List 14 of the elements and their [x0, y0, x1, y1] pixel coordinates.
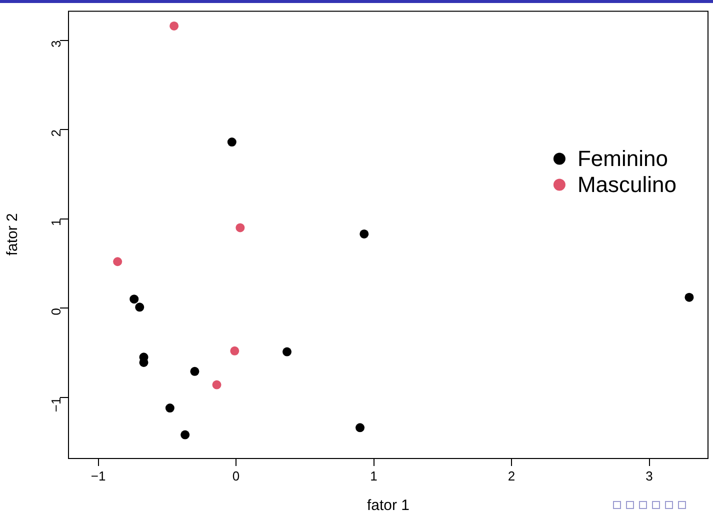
legend-label: Feminino	[577, 146, 668, 171]
legend-label: Masculino	[577, 172, 677, 197]
x-tick-label: −1	[90, 468, 106, 484]
x-tick-label: 3	[646, 468, 653, 484]
y-axis-title: fator 2	[4, 213, 22, 256]
y-tick-label: −1	[48, 397, 64, 412]
y-tick-label: 2	[48, 130, 64, 137]
x-tick-label: 1	[370, 468, 378, 484]
x-tick-label: 2	[508, 468, 516, 484]
y-tick-label: 3	[48, 40, 64, 48]
y-tick-label: 1	[48, 218, 64, 226]
x-tick-label: 0	[232, 468, 240, 484]
y-tick-label: 0	[48, 308, 64, 316]
x-axis-title: fator 1	[366, 497, 410, 514]
